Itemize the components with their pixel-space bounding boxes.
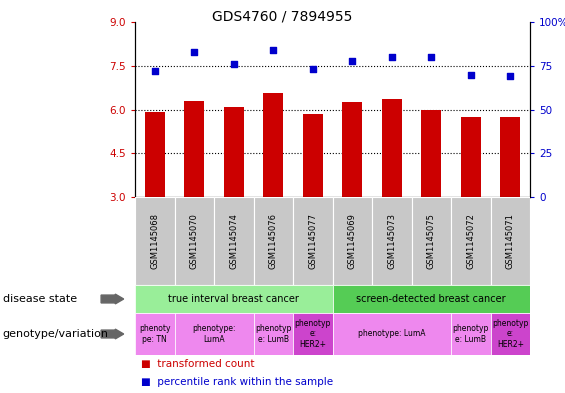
Bar xyxy=(254,197,293,285)
Text: GSM1145072: GSM1145072 xyxy=(466,213,475,269)
Bar xyxy=(303,114,323,197)
Text: GSM1145071: GSM1145071 xyxy=(506,213,515,269)
Text: screen-detected breast cancer: screen-detected breast cancer xyxy=(357,294,506,304)
Bar xyxy=(451,197,490,285)
Point xyxy=(269,47,278,53)
Text: true interval breast cancer: true interval breast cancer xyxy=(168,294,299,304)
Text: ■  percentile rank within the sample: ■ percentile rank within the sample xyxy=(141,376,333,387)
Bar xyxy=(490,313,530,355)
Text: phenotyp
e:
HER2+: phenotyp e: HER2+ xyxy=(294,319,331,349)
Bar xyxy=(332,197,372,285)
Point xyxy=(150,68,159,74)
Text: GSM1145077: GSM1145077 xyxy=(308,213,318,269)
Point xyxy=(427,54,436,60)
Text: phenotyp
e: LumB: phenotyp e: LumB xyxy=(255,324,292,344)
Point xyxy=(466,72,475,78)
Bar xyxy=(175,313,254,355)
Bar xyxy=(135,197,175,285)
Text: genotype/variation: genotype/variation xyxy=(3,329,109,339)
Point xyxy=(387,54,396,60)
Bar xyxy=(224,107,244,197)
Bar xyxy=(293,313,332,355)
Bar xyxy=(411,197,451,285)
Bar xyxy=(451,313,490,355)
Text: GSM1145070: GSM1145070 xyxy=(190,213,199,269)
Bar xyxy=(421,110,441,197)
Text: GSM1145075: GSM1145075 xyxy=(427,213,436,269)
Text: ■  transformed count: ■ transformed count xyxy=(141,360,254,369)
Bar xyxy=(175,197,214,285)
Bar xyxy=(382,99,402,197)
Text: phenotyp
e:
HER2+: phenotyp e: HER2+ xyxy=(492,319,528,349)
Bar xyxy=(145,112,164,197)
Bar xyxy=(332,285,530,313)
Text: GDS4760 / 7894955: GDS4760 / 7894955 xyxy=(212,10,353,24)
Text: phenotyp
e: LumB: phenotyp e: LumB xyxy=(453,324,489,344)
Bar xyxy=(135,313,175,355)
Bar xyxy=(254,313,293,355)
Text: GSM1145076: GSM1145076 xyxy=(269,213,278,269)
Bar xyxy=(214,197,254,285)
Text: disease state: disease state xyxy=(3,294,77,304)
Point xyxy=(190,49,199,55)
Bar xyxy=(135,285,332,313)
Bar xyxy=(293,197,332,285)
Text: phenoty
pe: TN: phenoty pe: TN xyxy=(139,324,171,344)
Text: phenotype: LumA: phenotype: LumA xyxy=(358,329,425,338)
Point xyxy=(506,73,515,79)
Text: phenotype:
LumA: phenotype: LumA xyxy=(192,324,236,344)
Bar xyxy=(184,101,204,197)
Text: GSM1145069: GSM1145069 xyxy=(347,213,357,269)
Point xyxy=(229,61,238,67)
Point xyxy=(347,57,357,64)
Text: GSM1145068: GSM1145068 xyxy=(150,213,159,269)
Text: GSM1145073: GSM1145073 xyxy=(387,213,396,269)
Bar xyxy=(263,94,283,197)
Bar xyxy=(332,313,451,355)
Bar xyxy=(490,197,530,285)
Bar xyxy=(501,117,520,197)
Text: GSM1145074: GSM1145074 xyxy=(229,213,238,269)
Bar xyxy=(342,102,362,197)
Bar xyxy=(461,117,481,197)
Point xyxy=(308,66,318,72)
Bar xyxy=(372,197,411,285)
